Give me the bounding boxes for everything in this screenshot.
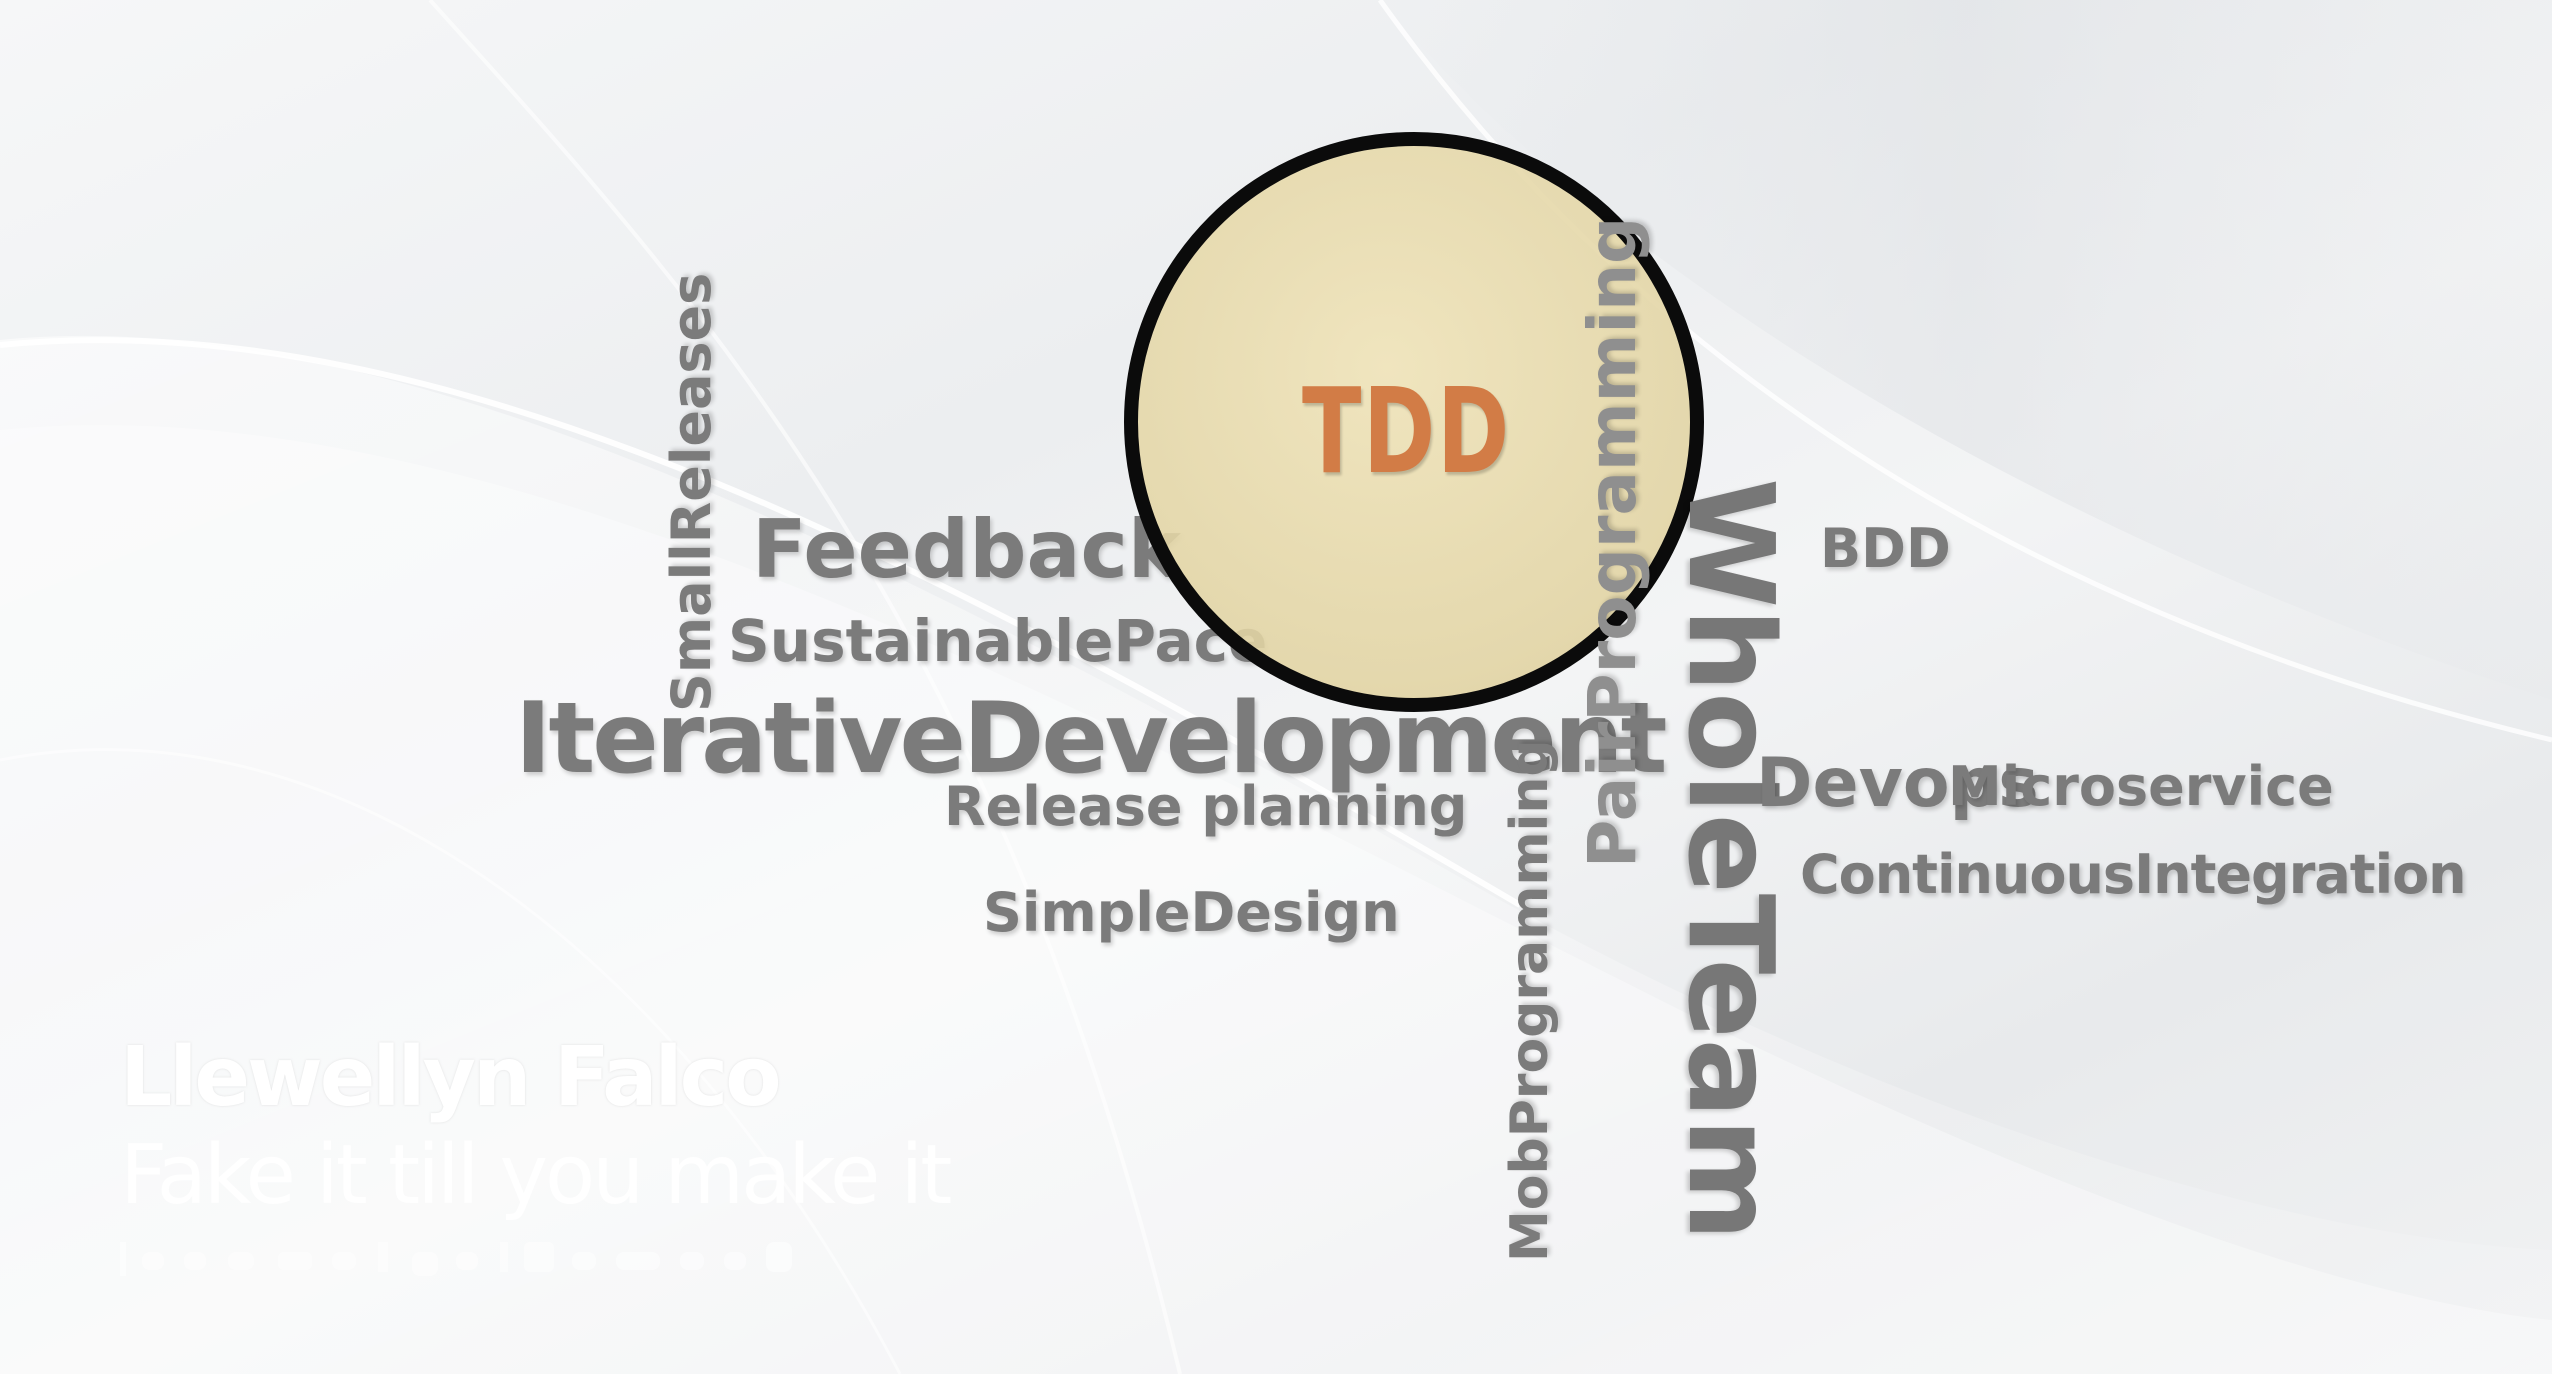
word-microservice: Microservice [1948, 755, 2334, 818]
word-tdd: TDD [1302, 362, 1511, 500]
word-iterative-development: IterativeDevelopment [515, 682, 1667, 796]
faded-subtitle-line [120, 1242, 792, 1276]
word-continuous-integration: ContinuousIntegration [1800, 843, 2467, 906]
talk-title: Fake it till you make it [120, 1128, 952, 1223]
speaker-name: Llewellyn Falco [120, 1030, 782, 1125]
word-sustainable-pace: SustainablePace [728, 607, 1268, 675]
word-feedback: Feedback [752, 503, 1182, 596]
word-release-planning: Release planning [944, 775, 1468, 838]
word-simple-design: SimpleDesign [983, 881, 1400, 944]
word-mob-programming: MobProgramming [1500, 739, 1560, 1262]
word-devops: Devops [1756, 744, 2039, 823]
word-bdd: BDD [1820, 517, 1951, 580]
word-whole-team: WholeTeam [1662, 478, 1800, 1242]
word-small-releases: SmallReleases [660, 272, 723, 712]
word-pair-programming: PairProgramming [1574, 216, 1651, 868]
